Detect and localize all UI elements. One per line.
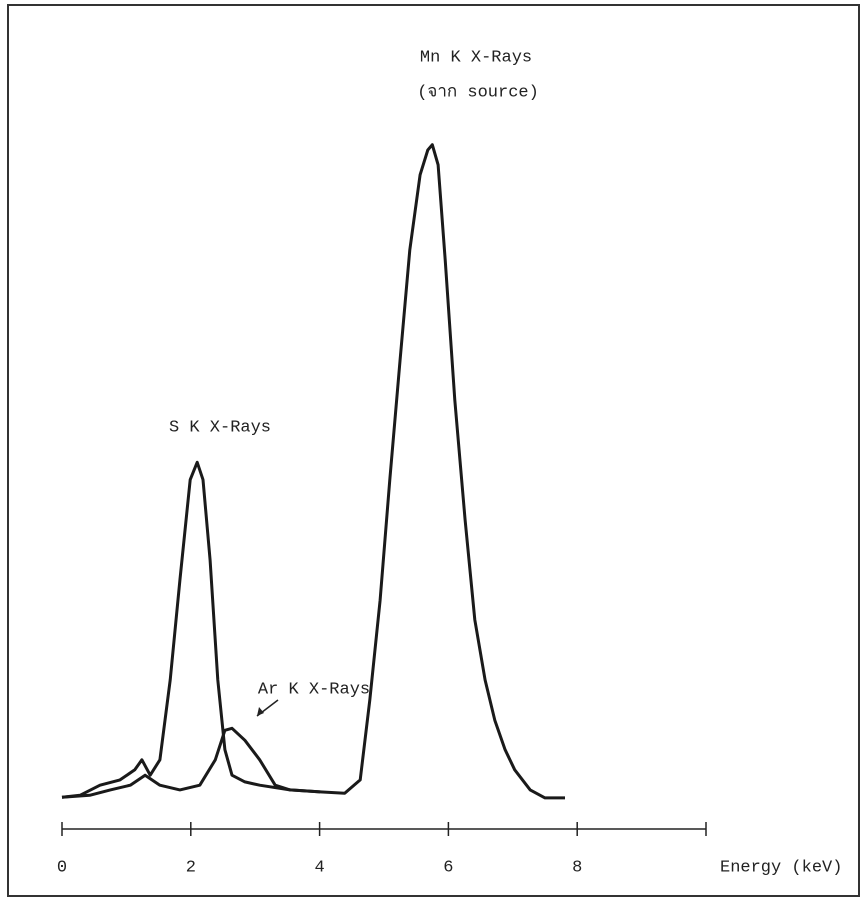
annotation: S K X-Rays: [169, 418, 271, 437]
annotation: Mn K X-Rays: [420, 48, 532, 67]
arrow-head: [257, 707, 264, 716]
x-tick-label: 4: [314, 858, 324, 877]
x-axis-label: Energy (keV): [720, 858, 842, 877]
frame: [7, 4, 860, 897]
annotation: Ar K X-Rays: [258, 680, 370, 699]
x-tick-label: 2: [186, 858, 196, 877]
x-tick-label: 0: [57, 858, 67, 877]
spectrum-line: [61, 143, 565, 800]
x-tick-label: 8: [572, 858, 582, 877]
x-tick-label: 6: [443, 858, 453, 877]
spectrum-line: [61, 726, 321, 799]
annotation: (จาก source): [417, 83, 539, 102]
